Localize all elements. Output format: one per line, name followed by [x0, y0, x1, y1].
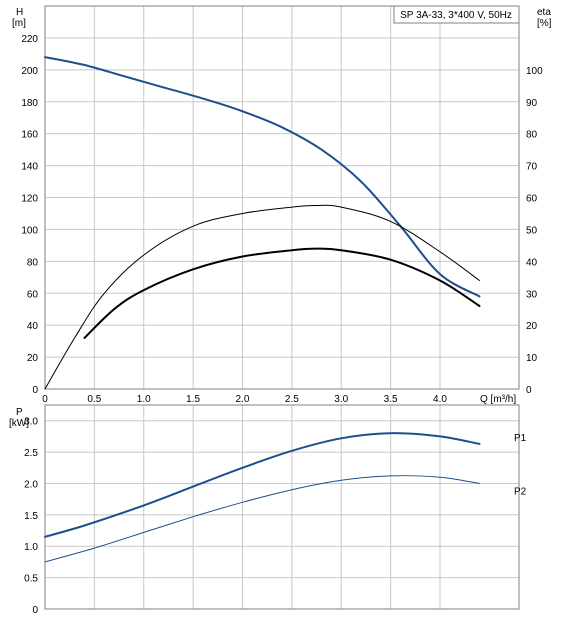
title-box: SP 3A-33, 3*400 V, 50Hz [393, 5, 520, 24]
y2-tick-label: 90 [526, 98, 538, 109]
y-tick-label: 60 [27, 289, 39, 300]
y2-tick-label: 0 [526, 385, 532, 396]
x-tick-label: 3.0 [334, 394, 348, 405]
y-tick-label: 2.0 [24, 479, 38, 490]
y-tick-label: 200 [21, 66, 38, 77]
y-tick-label: 80 [27, 257, 39, 268]
plot-frame-bottom [44, 404, 520, 610]
y-tick-label: 20 [27, 353, 39, 364]
y2-tick-label: 40 [526, 257, 538, 268]
power-curve-p1 [44, 432, 481, 538]
y-tick-label: 160 [21, 130, 38, 141]
x-tick-label: 0 [42, 394, 48, 405]
y-tick-label: 1.5 [24, 511, 38, 522]
y-axis-label-h: H [16, 7, 23, 18]
y-tick-label: 1.0 [24, 542, 38, 553]
tick-labels-bottom: 0 0.5 1.0 1.5 2.0 2.5 3.0 [24, 417, 38, 616]
y-tick-label: 140 [21, 162, 38, 173]
y-tick-label: 0 [32, 385, 38, 396]
chart-title: SP 3A-33, 3*400 V, 50Hz [400, 10, 512, 21]
y2-tick-label: 60 [526, 194, 538, 205]
y2-tick-label: 10 [526, 353, 538, 364]
efficiency-curve-bold [83, 247, 481, 339]
y2-axis-label-eta: eta [537, 7, 551, 18]
y2-tick-label: 70 [526, 162, 538, 173]
head-curve [44, 56, 481, 298]
y-tick-label: 0 [32, 605, 38, 616]
x-tick-label: 1.0 [137, 394, 151, 405]
x-tick-label: 1.5 [186, 394, 200, 405]
x-tick-label: 2.0 [236, 394, 250, 405]
title-box-frame [393, 5, 520, 24]
x-tick-label: 4.0 [433, 394, 447, 405]
y-tick-label: 180 [21, 98, 38, 109]
y2-axis-unit-eta: [%] [537, 18, 552, 29]
y-axis-label-p: P [16, 407, 23, 418]
y-tick-label: 220 [21, 34, 38, 45]
plot-frame-top [44, 5, 520, 390]
x-tick-label: 2.5 [285, 394, 299, 405]
y-axis-unit-p: [kW] [9, 418, 29, 429]
y-tick-label: 40 [27, 321, 39, 332]
series-bottom [44, 432, 481, 563]
x-axis-label-q: Q [m³/h] [480, 394, 516, 405]
y-tick-label: 100 [21, 225, 38, 236]
x-tick-label: 3.5 [384, 394, 398, 405]
y2-tick-label: 20 [526, 321, 538, 332]
head-efficiency-panel: SP 3A-33, 3*400 V, 50Hz H [m] eta [%] Q … [12, 5, 552, 405]
power-panel: P [kW] 0 0.5 1.0 1.5 2.0 2.5 3.0 P1 P2 [9, 404, 527, 616]
series-label-p1: P1 [514, 433, 527, 444]
tick-labels-top: 0 20 40 60 80 100 120 140 160 180 200 220 0 10 20 30 40 5… [21, 34, 543, 405]
series-label-p2: P2 [514, 486, 527, 497]
efficiency-curve-thin [44, 204, 480, 390]
grid-bottom [45, 405, 519, 609]
y-axis-unit-h: [m] [12, 18, 26, 29]
grid-top [45, 6, 519, 389]
x-tick-label: 0.5 [87, 394, 101, 405]
y2-tick-label: 30 [526, 289, 538, 300]
y-tick-label: 3.0 [24, 417, 38, 428]
series-labels-bottom: P1 P2 [514, 433, 527, 498]
y-tick-label: 0.5 [24, 574, 38, 585]
y2-tick-label: 50 [526, 225, 538, 236]
y-tick-label: 120 [21, 194, 38, 205]
y2-tick-label: 80 [526, 130, 538, 141]
y-tick-label: 2.5 [24, 448, 38, 459]
series-top [44, 56, 481, 390]
y2-tick-label: 100 [526, 66, 543, 77]
power-curve-p2 [44, 475, 480, 563]
